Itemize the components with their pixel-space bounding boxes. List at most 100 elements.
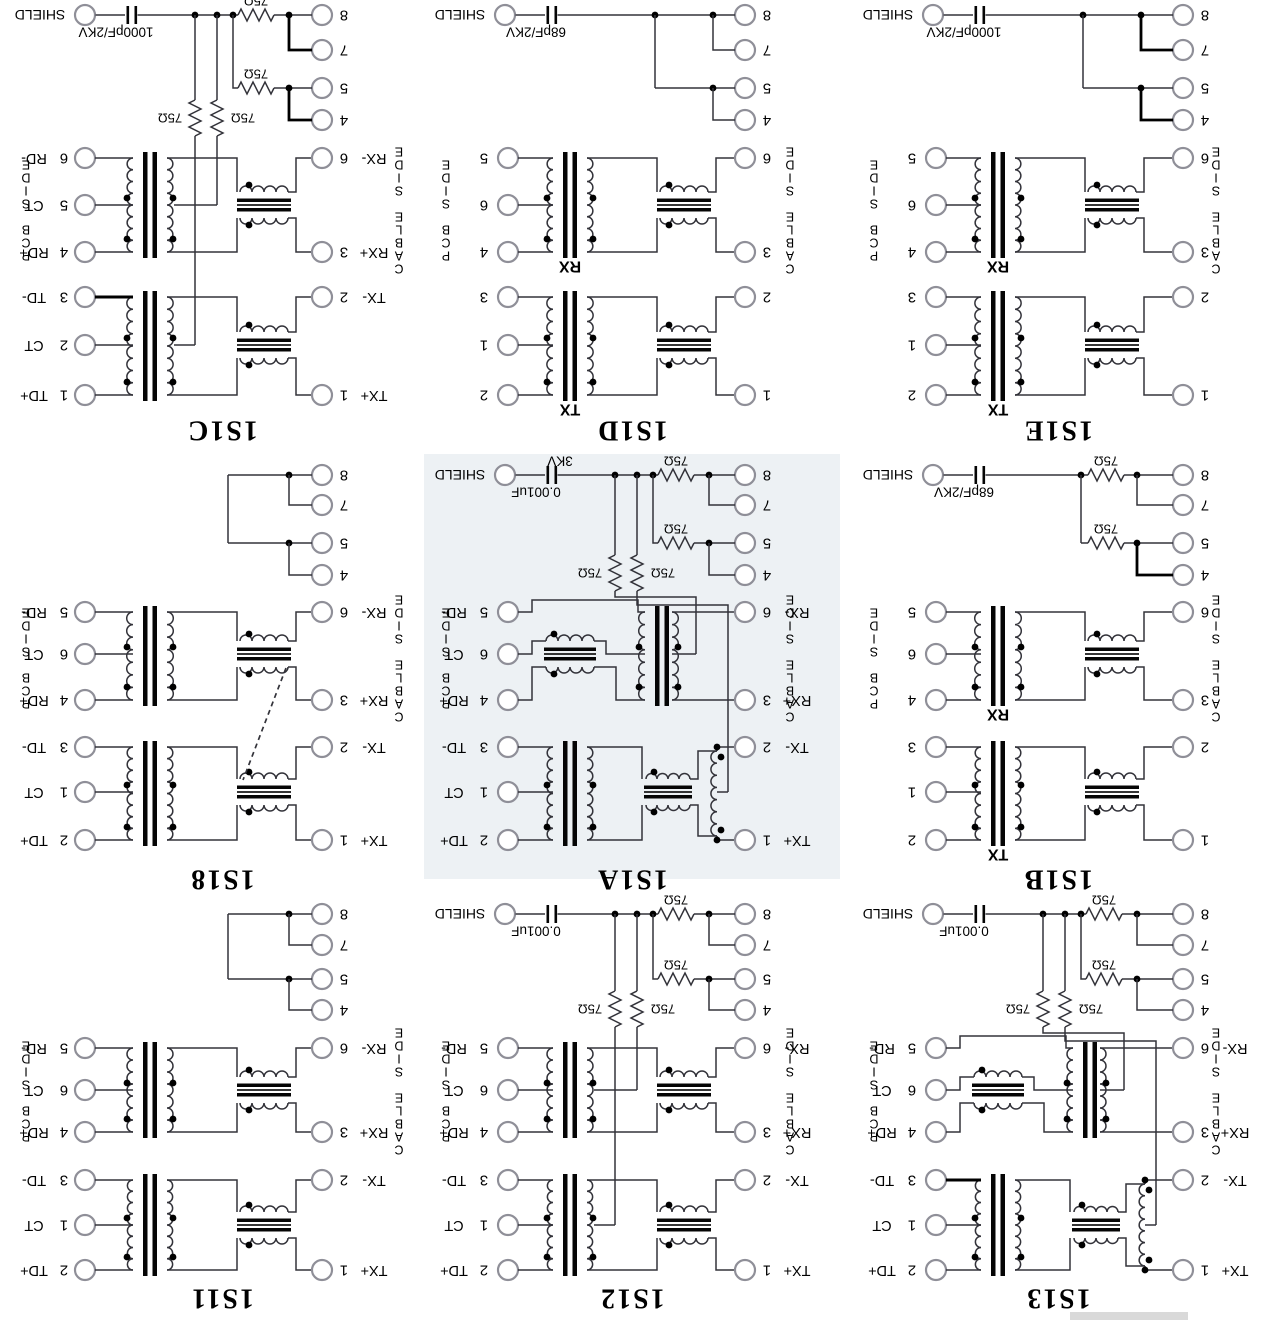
shield-label: SHIELD [435,906,486,922]
pin-number: 5 [480,1040,488,1057]
pin [73,780,97,804]
pin-number: 1 [763,387,771,404]
junction-dot [1093,808,1101,816]
pin-function: TD- [870,1172,894,1188]
junction-dot [123,643,131,651]
pin-function: CT [444,784,463,800]
pin [733,108,757,132]
side-label-letter: L [1212,671,1219,685]
pin-function: TD+ [868,1262,896,1278]
side-label-letter: E [786,593,794,607]
pin [1171,531,1195,555]
pin [496,1036,520,1060]
pin-function: TX- [785,1172,809,1188]
pin [1171,146,1195,170]
pin [924,600,948,624]
pin-number: 5 [340,535,348,552]
side-label-letter: C [869,1117,878,1131]
pin-function: RD+ [19,692,48,708]
side-label-letter: D [785,606,794,620]
pin-number: 8 [340,467,348,484]
pin-function: RX- [784,1040,809,1056]
junction-dot [971,823,979,831]
junction-dot [971,378,979,386]
cap-value: 68pF/2KV [934,485,994,500]
side-label-letter: L [395,671,402,685]
pin-number: 4 [60,244,68,261]
pin-function: TD- [442,739,466,755]
side-label-letter: E [786,210,794,224]
resistor-value: 75Ω [651,1002,675,1017]
pin [733,967,757,991]
side-label-letter: P [870,1130,878,1144]
junction-dot [1017,235,1025,243]
side-label-letter: D [394,158,403,172]
side-label-letter: B [870,223,878,237]
side-label-letter: I [24,1065,27,1079]
pin [73,688,97,712]
pin [73,240,97,264]
pin-number: 7 [763,42,771,59]
pin-number: 5 [340,971,348,988]
pin [1171,285,1195,309]
pin [1171,967,1195,991]
pin-function: TX- [362,739,386,755]
shield-label: SHIELD [863,7,914,23]
side-label-letter: I [444,184,447,198]
side-label-letter: B [786,684,794,698]
panel-title: 1S1B [1023,864,1093,895]
pin-number: 2 [908,1262,916,1279]
junction-dot [589,235,597,243]
side-label-letter: E [442,1039,450,1053]
side-label-letter: D [441,1052,450,1066]
junction-dot [971,683,979,691]
panel-title: 1S1C [186,415,258,446]
pin [733,240,757,264]
pin [733,1120,757,1144]
junction-dot [543,823,551,831]
junction-dot [971,781,979,789]
pin-function: TD+ [20,387,48,403]
side-label-letter: I [397,171,400,185]
side-label-letter: S [442,645,450,659]
junction-dot [1063,1115,1071,1123]
side-label-letter: B [1212,1117,1220,1131]
side-label-letter: L [1212,223,1219,237]
resistor-value: 75Ω [578,1002,602,1017]
side-label-letter: S [870,1078,878,1092]
pin-number: 1 [763,832,771,849]
panel-title: 1S1A [596,864,668,895]
junction-dot [1093,221,1101,229]
pin-number: 1 [1201,1262,1209,1279]
pin [1171,600,1195,624]
side-label-letter: D [869,619,878,633]
pin [310,240,334,264]
side-label-letter: A [785,249,794,263]
side-label-letter: B [395,684,403,698]
pin [733,383,757,407]
junction-dot [1017,683,1025,691]
pin [73,735,97,759]
pin-function: RD+ [19,1124,48,1140]
side-label-letter: B [786,1117,794,1131]
pin [924,688,948,712]
pin-number: 1 [480,1217,488,1234]
junction-dot [717,753,725,761]
pin-number: 3 [908,289,916,306]
side-label-letter: C [394,1143,403,1157]
junction-dot [589,823,597,831]
resistor-value: 75Ω [664,958,688,973]
side-label-letter: B [395,1117,403,1131]
pin [1171,3,1195,27]
side-label-letter: E [395,145,403,159]
junction-dot [1017,194,1025,202]
side-label-letter: C [869,684,878,698]
pin [733,493,757,517]
pin [924,1120,948,1144]
junction-dot [245,630,253,638]
pin-number: 4 [480,244,488,261]
panel-1s1b: 8754SHIELD68pF/2KV75Ω75Ω564312RXTX6321ED… [863,454,1221,895]
junction-dot [589,1079,597,1087]
pin-number: 1 [908,337,916,354]
